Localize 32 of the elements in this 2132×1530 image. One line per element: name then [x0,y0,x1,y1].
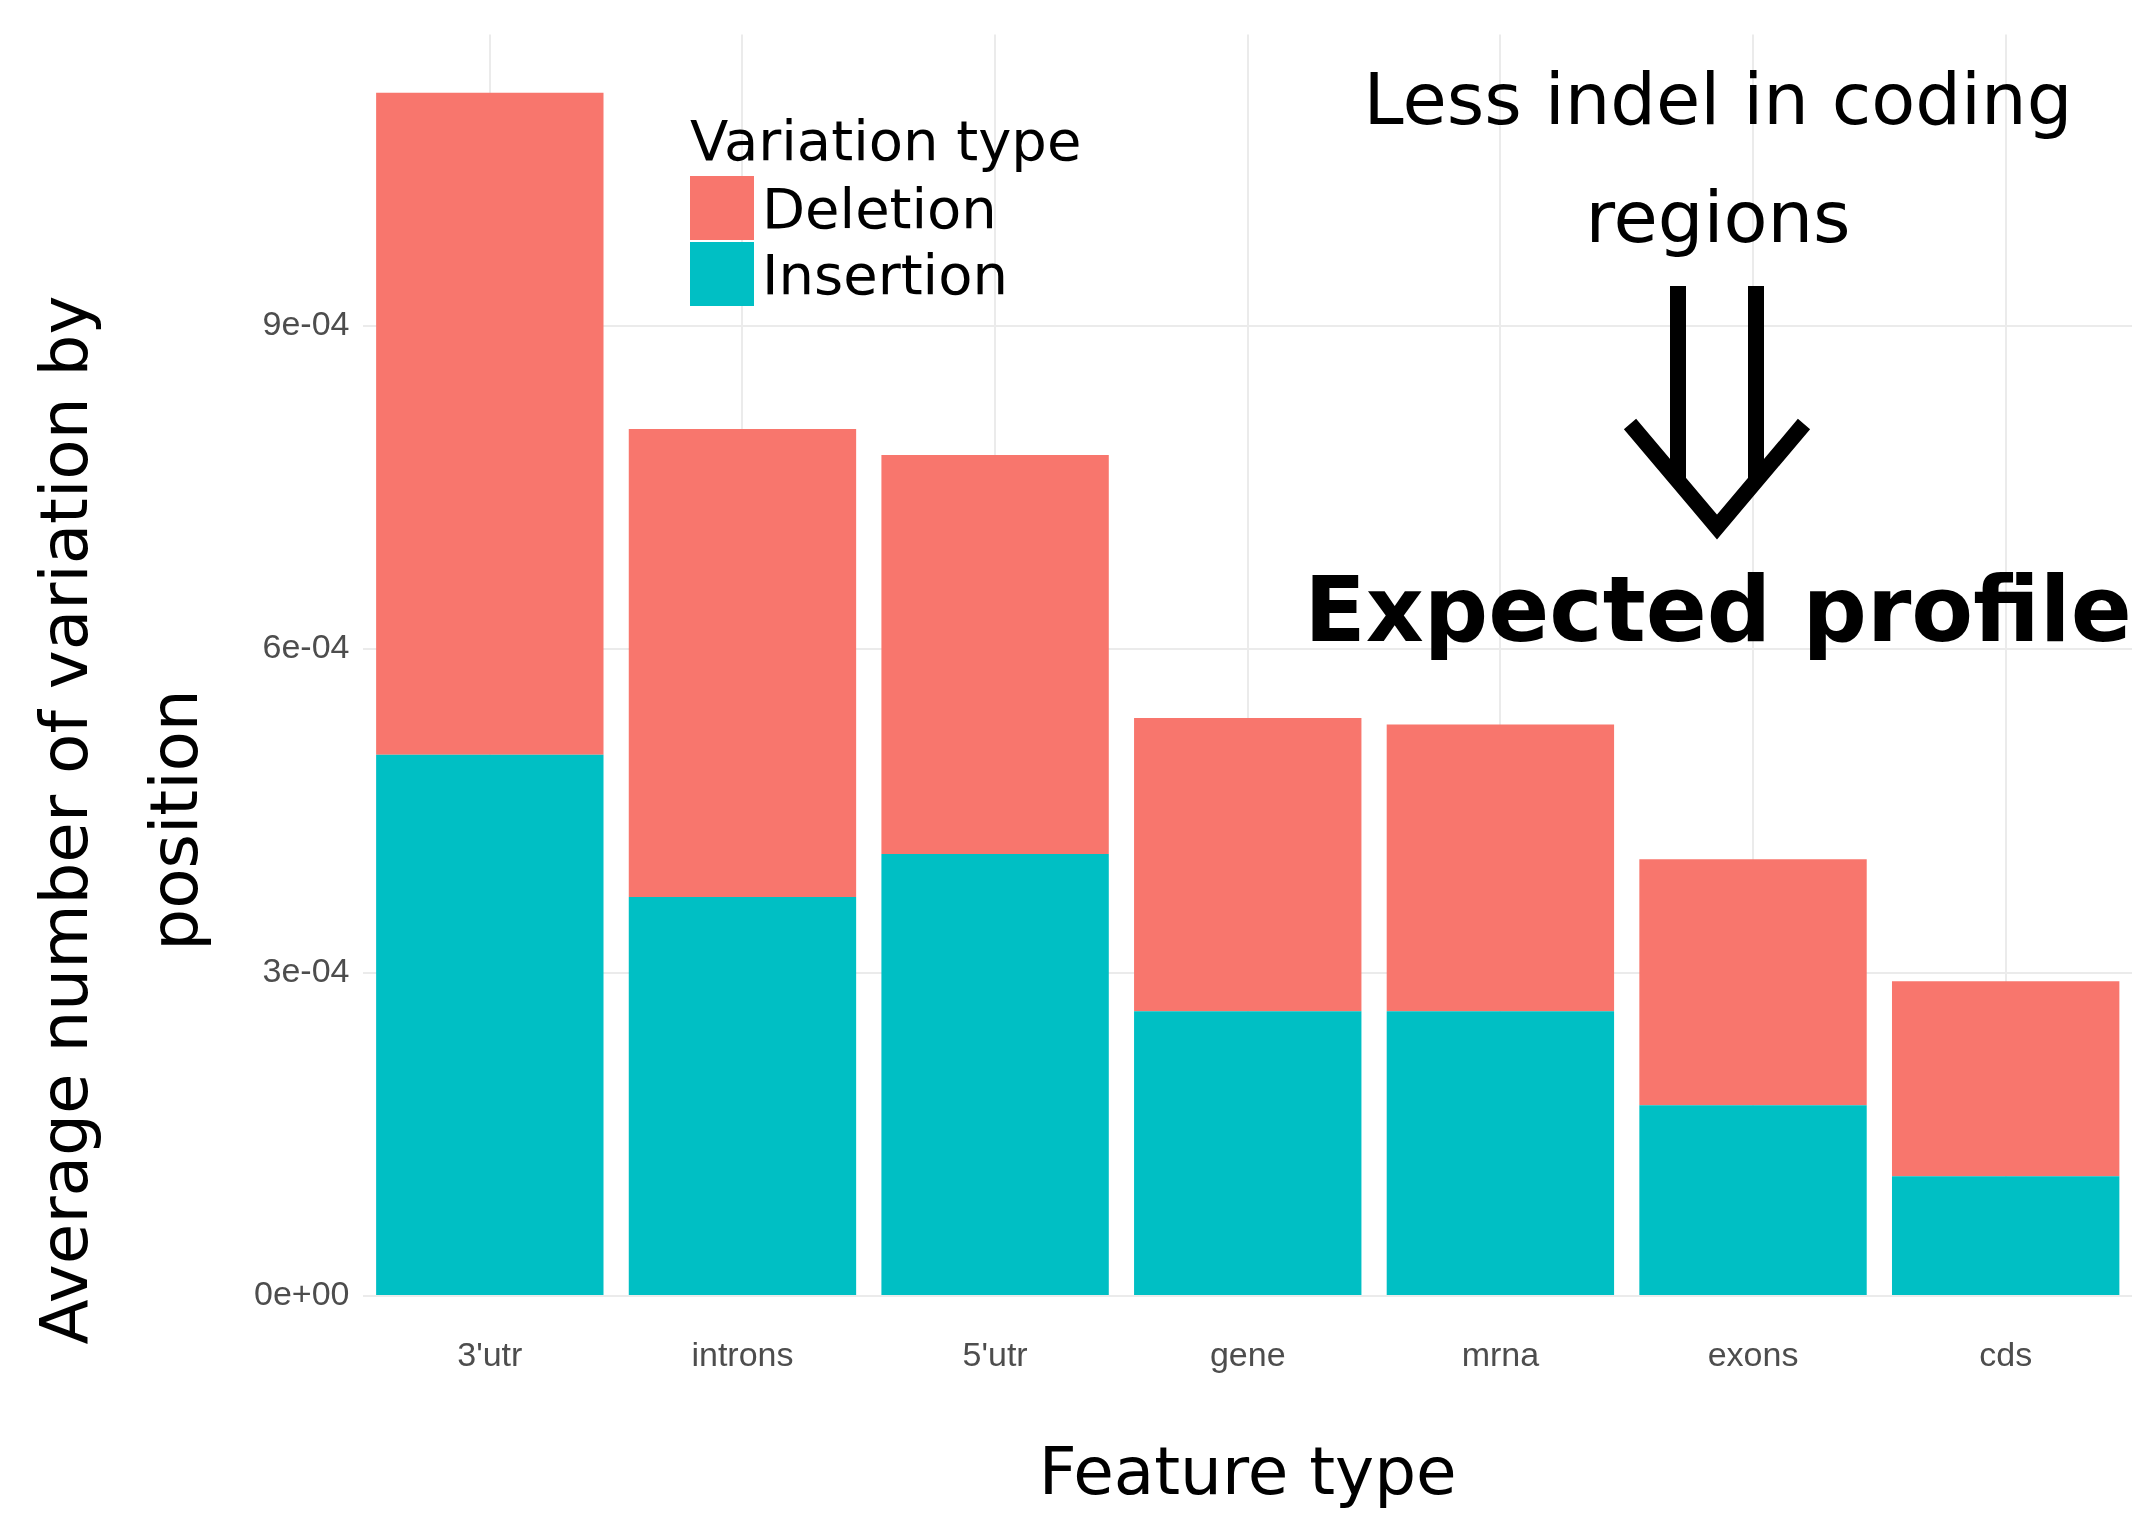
bar [376,754,604,1295]
x-tick-label: introns [691,1334,794,1373]
legend-label: Insertion [762,241,1008,307]
bar [1134,1011,1362,1295]
x-tick-label: 3'utr [457,1334,523,1373]
x-tick-label: gene [1209,1334,1286,1373]
annotation: Expected profile [1303,556,2132,664]
bar [1386,1011,1615,1295]
x-tick-label: cds [1979,1334,2033,1373]
bar [1386,724,1615,1012]
y-tick-label: 6e-04 [262,627,350,666]
annotation: Less indel in coding regions [1362,56,2074,261]
x-tick-label: exons [1707,1334,1799,1373]
y-tick-label: 0e+00 [253,1274,350,1313]
bar [881,853,1109,1295]
x-tick-label: mrna [1461,1334,1540,1373]
y-tick-label: 9e-04 [262,303,350,342]
bar [1639,1105,1867,1295]
x-tick-label: 5'utr [962,1334,1028,1373]
bar [1134,718,1362,1012]
legend-label: Deletion [762,175,997,241]
bar [628,429,857,898]
bar [1639,859,1867,1106]
x-axis-title: Feature type [1038,1432,1457,1510]
bar [1891,981,2120,1177]
bar [881,454,1109,854]
bar [628,897,857,1295]
legend-title: Variation type [690,108,1082,173]
y-axis-title: Average number of variation by position [25,294,214,1347]
bar [1891,1176,2120,1295]
y-tick-label: 3e-04 [262,950,350,989]
bar [376,92,604,755]
